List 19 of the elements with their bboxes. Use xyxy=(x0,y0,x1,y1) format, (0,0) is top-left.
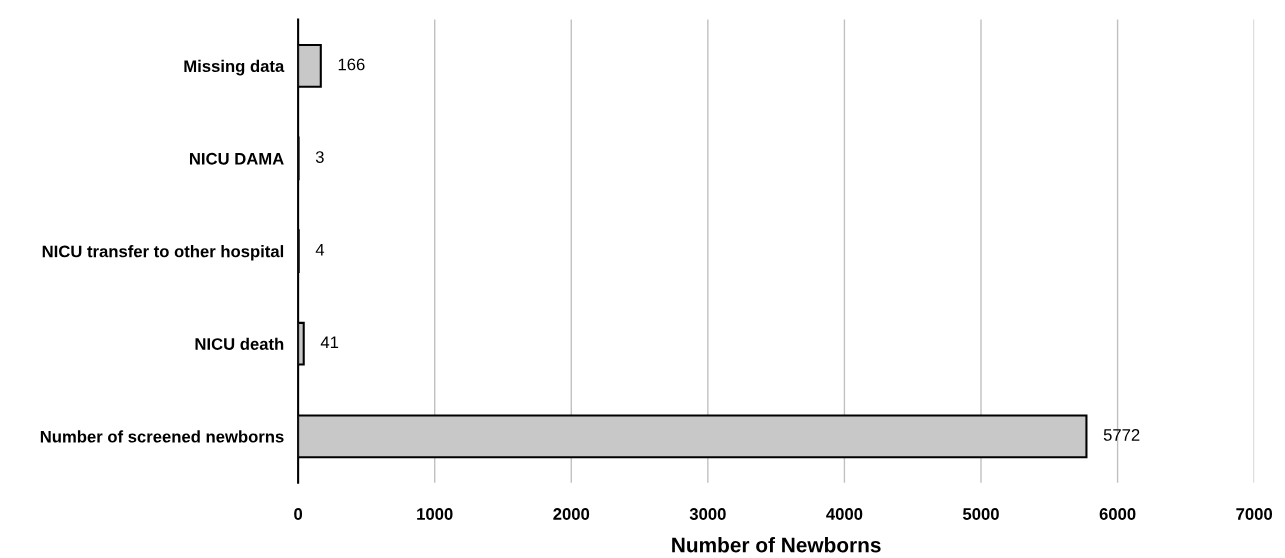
x-tick-label: 6000 xyxy=(1099,508,1136,520)
data-label: 166 xyxy=(338,58,365,71)
y-tick-label: NICU DAMA xyxy=(189,152,284,165)
x-tick-label: 0 xyxy=(294,508,303,520)
data-label: 4 xyxy=(315,243,325,256)
y-tick-label: Number of screened newborns xyxy=(40,430,284,443)
x-tick-label: 3000 xyxy=(689,508,726,520)
x-tick-label: 7000 xyxy=(1236,508,1273,520)
x-tick-label: 5000 xyxy=(962,508,999,520)
x-axis-title: Number of Newborns xyxy=(672,537,881,553)
y-tick-label: NICU transfer to other hospital xyxy=(42,245,284,261)
x-tick-label: 4000 xyxy=(826,508,863,520)
x-tick-label: 2000 xyxy=(553,508,590,520)
data-label: 5772 xyxy=(1103,429,1140,441)
data-label: 41 xyxy=(320,336,339,349)
y-tick-label: Missing data xyxy=(184,59,285,76)
y-tick-label: NICU death xyxy=(195,337,284,350)
x-tick-label: 1000 xyxy=(417,508,453,520)
data-label: 3 xyxy=(315,151,324,163)
